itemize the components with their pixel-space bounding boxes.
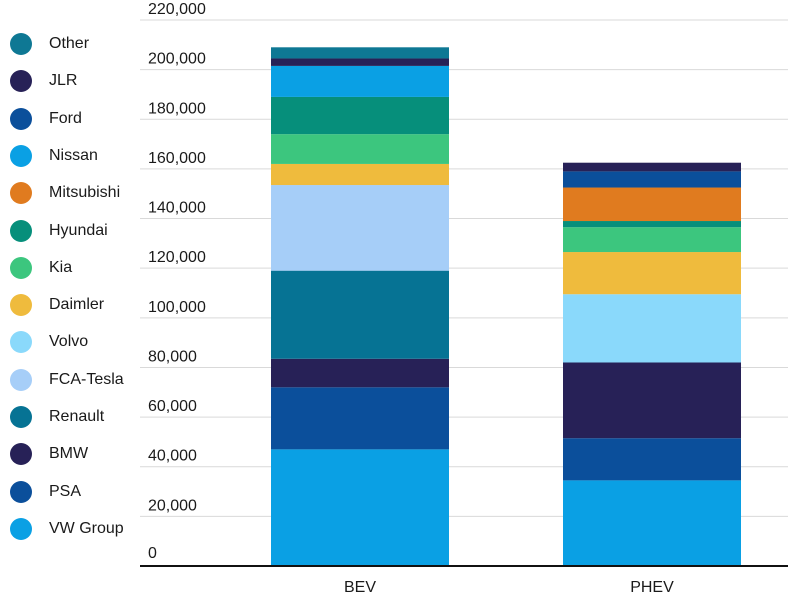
legend-label: FCA-Tesla	[49, 370, 124, 388]
legend-item: VW Group	[10, 515, 124, 543]
legend-label: JLR	[49, 72, 78, 90]
legend-swatch	[10, 443, 32, 466]
legend-swatch	[10, 182, 32, 205]
bar-segment-phev-mitsubishi	[563, 187, 741, 222]
bar-segment-phev-jlr	[563, 162, 741, 172]
legend-label: Renault	[49, 408, 105, 425]
legend-label: Mitsubishi	[49, 184, 121, 202]
y-tick-label: 60,000	[148, 398, 197, 415]
bar-segment-bev-psa	[271, 387, 449, 450]
y-tick-label: 100,000	[148, 299, 206, 316]
legend-label: Ford	[49, 109, 82, 127]
legend-item: Other	[10, 30, 89, 58]
legend-label: Volvo	[49, 333, 89, 351]
legend-item: Renault	[10, 403, 104, 431]
legend-swatch	[10, 219, 32, 242]
legend-swatch	[10, 517, 32, 540]
bar-segment-bev-kia	[271, 134, 449, 164]
bar-segment-bev-renault	[271, 270, 449, 359]
legend-item: Mitsubishi	[10, 179, 120, 207]
legend-label: VW Group	[49, 519, 124, 537]
legend-item: Nissan	[10, 142, 98, 170]
legend-swatch	[10, 33, 32, 55]
legend-item: Hyundai	[10, 217, 108, 245]
bar-segment-bev-bmw	[271, 358, 449, 388]
y-tick-label: 160,000	[148, 150, 206, 167]
legend-label: Other	[49, 35, 90, 52]
legend-label: Kia	[49, 258, 73, 276]
legend-label: Daimler	[49, 296, 105, 314]
bar-segment-phev-hyundai	[563, 221, 741, 228]
y-tick-label: 200,000	[148, 51, 206, 68]
bar-segment-phev-ford	[563, 171, 741, 188]
legend-item: BMW	[10, 440, 88, 468]
y-tick-label: 0	[148, 545, 157, 562]
bar-segment-bev-fca-tesla	[271, 185, 449, 271]
bar-segment-phev-vw-group	[563, 480, 741, 566]
y-tick-label: 120,000	[148, 249, 206, 266]
bar-segment-bev-other	[271, 47, 449, 59]
x-category-label: BEV	[344, 579, 376, 595]
legend-label: Hyundai	[49, 221, 108, 239]
legend-swatch	[10, 480, 32, 503]
y-tick-label: 180,000	[148, 100, 206, 117]
bar-segment-phev-kia	[563, 227, 741, 253]
legend-item: FCA-Tesla	[10, 366, 124, 394]
legend-label: Nissan	[49, 146, 98, 164]
legend-item: Ford	[10, 105, 82, 133]
legend-swatch	[10, 368, 32, 391]
y-tick-label: 40,000	[148, 448, 197, 465]
bar-segment-bev-jlr	[271, 58, 449, 66]
legend-item: JLR	[10, 67, 77, 95]
y-tick-label: 140,000	[148, 200, 206, 217]
bar-segment-bev-nissan	[271, 65, 449, 97]
y-tick-label: 80,000	[148, 348, 197, 365]
legend-swatch	[10, 70, 32, 93]
legend-item: Daimler	[10, 291, 104, 319]
legend-swatch	[10, 406, 32, 428]
legend-swatch	[10, 144, 32, 167]
legend-swatch	[10, 331, 32, 354]
x-category-label: PHEV	[630, 579, 674, 595]
bar-segment-phev-psa	[563, 438, 741, 481]
legend-item: Kia	[10, 254, 72, 282]
legend-label: BMW	[49, 445, 89, 463]
y-tick-label: 220,000	[148, 1, 206, 18]
legend-swatch	[10, 107, 32, 130]
y-tick-label: 20,000	[148, 497, 197, 514]
legend-swatch	[10, 294, 32, 317]
legend-swatch	[10, 256, 32, 279]
bar-segment-phev-bmw	[563, 362, 741, 439]
bar-segment-bev-hyundai	[271, 96, 449, 135]
bar-segment-phev-daimler	[563, 252, 741, 295]
bar-segment-bev-daimler	[271, 163, 449, 186]
legend-label: PSA	[49, 482, 82, 500]
legend-item: Volvo	[10, 328, 88, 356]
bar-segment-bev-vw-group	[271, 449, 449, 566]
legend-item: PSA	[10, 478, 81, 506]
bar-segment-phev-volvo	[563, 294, 741, 363]
